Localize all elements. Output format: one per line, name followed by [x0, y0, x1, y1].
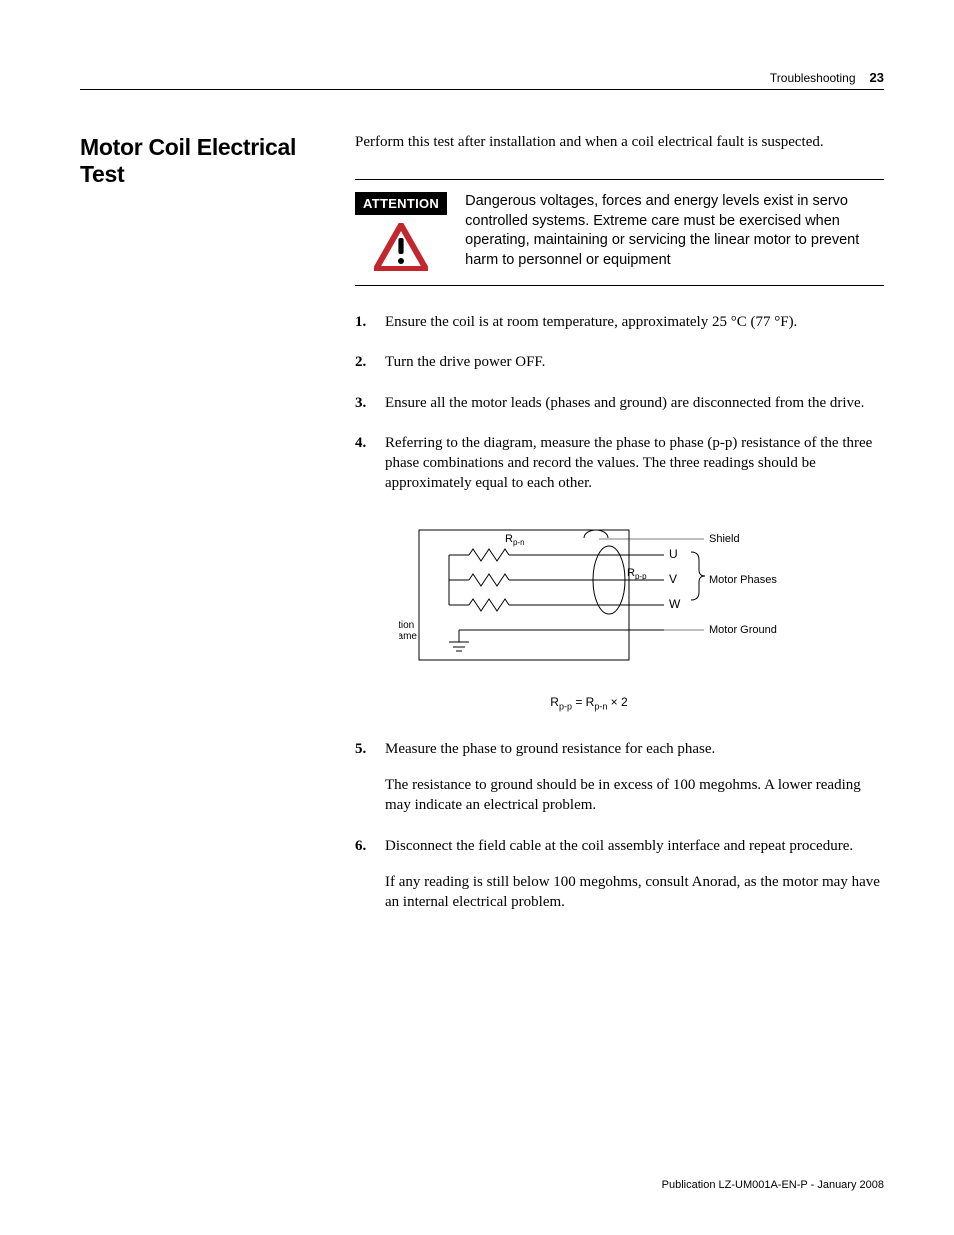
formula-text: Rp-p = Rp-n × 2 — [550, 695, 627, 709]
attention-badge: ATTENTION — [355, 192, 447, 215]
diagram-svg: Rp-n Rp-p — [399, 520, 819, 680]
header-page-number: 23 — [870, 70, 884, 85]
section-title: Motor Coil Electrical Test — [80, 134, 325, 188]
attention-block: ATTENTION Dangerous voltages, forces and… — [355, 179, 884, 286]
step-1: Ensure the coil is at room temperature, … — [355, 312, 884, 332]
motor-phases-label: Motor Phases — [709, 574, 777, 586]
step-text: Turn the drive power OFF. — [385, 354, 545, 370]
step-2: Turn the drive power OFF. — [355, 352, 884, 372]
step-text: Measure the phase to ground resistance f… — [385, 741, 715, 757]
formula: Rp-p = Rp-n × 2 — [439, 695, 739, 711]
rpn-label: Rp-n — [505, 533, 525, 547]
motor-ground-label: Motor Ground — [709, 624, 777, 636]
shield-label: Shield — [709, 533, 740, 545]
step-paragraph: If any reading is still below 100 megohm… — [385, 872, 884, 913]
lamination-label: Lamination Frame — [399, 620, 417, 642]
phase-w-label: W — [669, 597, 681, 611]
warning-triangle-icon — [374, 223, 428, 271]
step-text: Ensure all the motor leads (phases and g… — [385, 395, 864, 411]
step-5: Measure the phase to ground resistance f… — [355, 739, 884, 816]
circuit-diagram: Rp-n Rp-p — [399, 520, 884, 711]
phase-v-label: V — [669, 572, 677, 586]
step-6: Disconnect the field cable at the coil a… — [355, 836, 884, 913]
step-paragraph: The resistance to ground should be in ex… — [385, 775, 884, 816]
step-4: Referring to the diagram, measure the ph… — [355, 433, 884, 494]
right-column: Perform this test after installation and… — [355, 134, 884, 932]
rpp-label: Rp-p — [627, 567, 647, 581]
step-text: Ensure the coil is at room temperature, … — [385, 314, 797, 330]
page-footer: Publication LZ-UM001A-EN-P - January 200… — [662, 1179, 884, 1191]
procedure-steps: Ensure the coil is at room temperature, … — [355, 312, 884, 494]
step-3: Ensure all the motor leads (phases and g… — [355, 393, 884, 413]
content-columns: Motor Coil Electrical Test Perform this … — [80, 134, 884, 932]
step-text: Disconnect the field cable at the coil a… — [385, 838, 853, 854]
header-section-label: Troubleshooting — [770, 71, 856, 85]
page-header: Troubleshooting 23 — [80, 70, 884, 90]
intro-text: Perform this test after installation and… — [355, 134, 884, 151]
left-column: Motor Coil Electrical Test — [80, 134, 325, 932]
phase-u-label: U — [669, 547, 678, 561]
step-text: Referring to the diagram, measure the ph… — [385, 435, 872, 492]
attention-left: ATTENTION — [355, 192, 447, 271]
attention-text: Dangerous voltages, forces and energy le… — [465, 192, 884, 271]
procedure-steps-continued: Measure the phase to ground resistance f… — [355, 739, 884, 913]
